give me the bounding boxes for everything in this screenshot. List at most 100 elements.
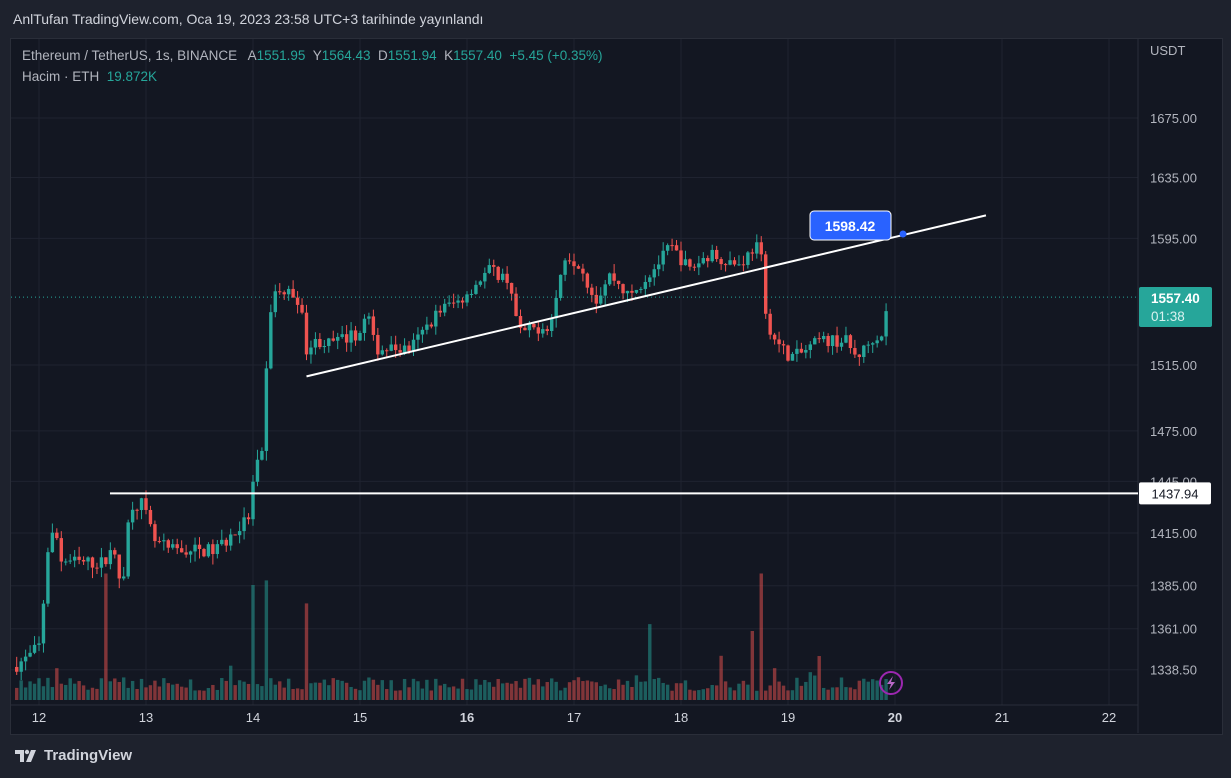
volume-bar — [714, 685, 719, 700]
volume-bar — [456, 688, 460, 700]
volume-bar — [175, 683, 179, 700]
symbol-title[interactable]: Ethereum / TetherUS, 1s, BINANCE — [22, 48, 238, 63]
volume-bar — [527, 677, 532, 700]
volume-label[interactable]: Hacim · ETH — [22, 69, 100, 84]
candle-body — [567, 260, 572, 262]
lightning-button[interactable] — [879, 671, 903, 695]
candle-body — [692, 266, 697, 268]
candle-body — [264, 368, 269, 451]
volume-bar — [514, 681, 518, 700]
candle-body — [505, 273, 509, 283]
volume-bar — [813, 675, 817, 700]
volume-bar — [728, 687, 732, 700]
trend-price-label-box — [809, 210, 892, 241]
candle-body — [376, 334, 380, 355]
candle-body — [826, 335, 830, 347]
volume-bar — [126, 687, 130, 700]
candle-body — [688, 259, 692, 267]
candle-body — [719, 259, 723, 265]
candle-body — [594, 294, 598, 304]
candle-body — [545, 329, 549, 331]
volume-bar — [242, 681, 246, 700]
trend-line[interactable] — [306, 214, 987, 378]
candle-body — [72, 556, 77, 561]
x-tick-label: 16 — [460, 710, 474, 725]
candle-body — [817, 338, 821, 340]
volume-bar — [830, 687, 835, 700]
volume-bar — [563, 687, 567, 700]
volume-bar — [496, 678, 500, 700]
x-tick-label: 15 — [353, 710, 367, 725]
candle-body — [777, 339, 781, 345]
candle-body — [77, 556, 81, 560]
candle-body — [764, 254, 768, 314]
x-tick-label: 17 — [567, 710, 581, 725]
candle-body — [697, 263, 701, 268]
volume-bar — [697, 690, 701, 700]
volume-bar — [349, 686, 353, 700]
volume-bar — [630, 687, 634, 700]
volume-bar — [318, 682, 322, 700]
candle-body — [500, 273, 505, 280]
volume-bar — [393, 690, 398, 700]
volume-bar — [402, 678, 407, 700]
candle-body — [130, 509, 135, 523]
candle-body — [563, 260, 567, 275]
candle-body — [331, 338, 335, 341]
candle-body — [260, 450, 264, 460]
volume-bar — [634, 675, 639, 700]
candle-body — [706, 258, 710, 262]
volume-bar — [723, 681, 728, 700]
candle-body — [496, 266, 500, 280]
volume-bar — [541, 686, 545, 700]
candle-body — [576, 266, 581, 269]
volume-bar — [879, 684, 884, 700]
volume-bar — [558, 690, 563, 700]
y-tick-label: 1675.00 — [1150, 111, 1197, 126]
candle-body — [657, 264, 661, 270]
publication-note: AnlTufan TradingView.com, Oca 19, 2023 2… — [13, 11, 484, 27]
candle-body — [616, 280, 621, 285]
volume-bar — [509, 683, 514, 700]
candle-body — [518, 316, 523, 328]
high-label: Y — [312, 48, 322, 63]
volume-row: Hacim · ETH 19.872K — [22, 66, 603, 87]
candle-body — [362, 318, 367, 333]
volume-bar — [764, 690, 768, 700]
candle-body — [55, 532, 59, 539]
volume-bar — [50, 687, 55, 700]
candle-body — [746, 252, 750, 265]
chart-frame[interactable] — [10, 38, 1223, 735]
x-tick-label: 12 — [32, 710, 46, 725]
candle-body — [821, 335, 826, 340]
volume-bar — [853, 689, 857, 700]
volume-bar — [15, 687, 19, 700]
volume-bar — [32, 683, 37, 700]
candle-body — [434, 310, 438, 327]
candle-body — [447, 302, 451, 304]
candle-body — [844, 335, 848, 343]
volume-bar — [371, 679, 376, 700]
volume-bar — [19, 680, 23, 700]
candle-body — [786, 345, 790, 361]
volume-bar — [340, 680, 344, 700]
candle-body — [86, 557, 90, 562]
candle-body — [300, 304, 304, 313]
candle-body — [830, 335, 835, 347]
last-price-tag — [1139, 287, 1212, 327]
volume-bar — [188, 679, 193, 700]
volume-bar — [607, 688, 612, 700]
volume-bar — [237, 680, 242, 700]
volume-bar — [772, 668, 777, 700]
y-tick-label: 1595.00 — [1150, 231, 1197, 246]
volume-bar — [81, 685, 86, 700]
volume-bar — [367, 677, 371, 700]
candle-body — [135, 509, 139, 511]
candle-body — [318, 338, 322, 348]
volume-bar — [389, 680, 393, 700]
volume-bar — [443, 683, 447, 700]
candle-body — [772, 334, 777, 340]
volume-bar — [286, 678, 291, 700]
candle-body — [389, 344, 393, 351]
